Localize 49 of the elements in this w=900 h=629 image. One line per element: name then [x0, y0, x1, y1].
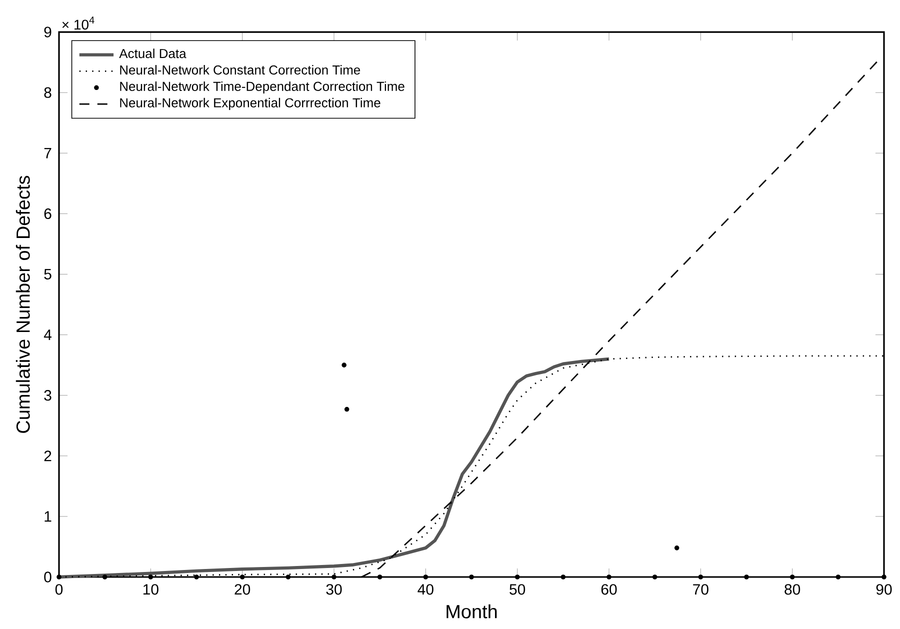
point	[344, 406, 350, 412]
point	[652, 574, 658, 580]
y-tick-label: 6	[44, 208, 52, 220]
x-tick-label: 30	[326, 584, 342, 595]
point	[148, 574, 154, 580]
point	[286, 574, 291, 580]
legend-label: Neural-Network Time-Dependant Correction Time	[120, 81, 404, 94]
y-tick-label: 9	[44, 26, 52, 38]
point	[56, 574, 62, 580]
x-tick-label: 20	[234, 584, 250, 595]
legend-label: Neural-Network Exponential Corrrection Time	[120, 98, 380, 110]
x-tick-label: 90	[876, 584, 892, 595]
point	[514, 574, 520, 580]
point	[560, 574, 566, 580]
point	[332, 574, 336, 580]
point	[194, 574, 199, 580]
y-tick-label: 0	[44, 572, 52, 582]
legend-label: Neural-Network Constant Correction Time	[120, 65, 360, 75]
point	[342, 362, 346, 368]
point	[102, 574, 108, 580]
point	[698, 574, 704, 580]
x-tick-label: 70	[693, 584, 708, 595]
x-tick-label: 50	[510, 584, 526, 595]
y-tick-label: 4	[44, 330, 52, 340]
y-tick-label: 7	[44, 148, 52, 158]
y-axis-title: Cumulative Number of Defects	[16, 176, 30, 433]
point	[882, 574, 886, 580]
x-tick-label: 0	[55, 584, 63, 595]
x-tick-label: 80	[784, 584, 800, 595]
text: × 10$^{4}$	[62, 16, 94, 30]
y-tick-label: 1	[44, 511, 52, 522]
y-tick-label: 2	[44, 450, 52, 462]
point	[606, 574, 612, 580]
point	[744, 574, 749, 580]
x-tick-label: 40	[418, 584, 434, 595]
x-axis-title: Month	[446, 604, 497, 618]
y-tick-label: 8	[44, 87, 52, 98]
point	[240, 574, 245, 580]
point	[836, 574, 841, 580]
point	[377, 574, 382, 580]
point	[423, 574, 428, 580]
x-tick-label: 10	[143, 584, 158, 595]
point	[790, 574, 795, 580]
point	[674, 546, 680, 550]
point	[469, 574, 474, 580]
y-tick-label: 5	[44, 269, 52, 280]
legend-label: Actual Data	[119, 48, 186, 58]
x-tick-label: 60	[601, 584, 617, 595]
y-tick-label: 3	[44, 390, 52, 401]
